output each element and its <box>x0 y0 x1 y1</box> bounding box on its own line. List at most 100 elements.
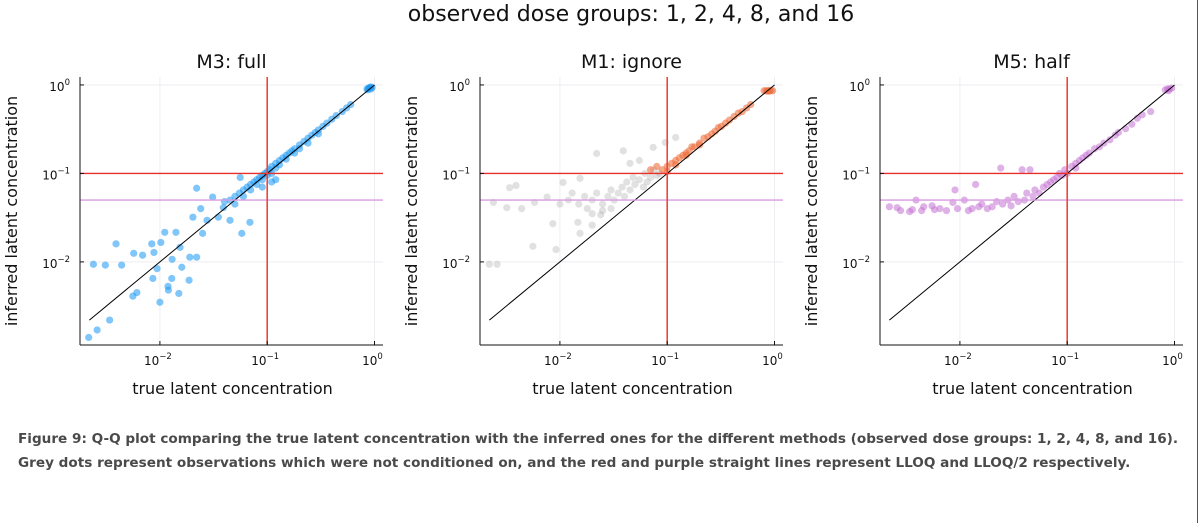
data-point <box>1023 189 1031 197</box>
identity-line <box>489 84 775 321</box>
x-axis-label: true latent concentration <box>132 379 333 398</box>
identity-line <box>89 84 375 321</box>
data-point <box>1128 120 1136 128</box>
x-axis-label: true latent concentration <box>932 379 1133 398</box>
data-point <box>1018 166 1026 174</box>
figure-caption: Figure 9: Q-Q plot comparing the true la… <box>18 431 1179 471</box>
data-point <box>920 203 928 211</box>
y-tick-label: 10−1 <box>42 166 70 182</box>
subplot-3: M5: half 10−2 10−1 100 10−2 10−1 100 true laten… <box>802 51 1183 398</box>
data-point <box>593 149 601 158</box>
data-point <box>575 200 583 208</box>
data-point <box>282 155 290 163</box>
data-point <box>272 176 280 184</box>
data-point <box>197 205 205 213</box>
y-tick-exponent: 0 <box>465 78 470 88</box>
data-point <box>231 200 239 208</box>
data-point <box>649 143 657 151</box>
y-tick-label: 100 <box>449 78 470 94</box>
data-point <box>503 204 511 212</box>
data-point <box>574 218 582 226</box>
x-tick-exponent: 0 <box>777 352 782 362</box>
data-point <box>672 133 680 142</box>
x-tick-exponent: −2 <box>559 352 572 362</box>
data-point <box>614 189 622 197</box>
data-point <box>85 333 93 342</box>
x-tick-exponent: −2 <box>959 352 972 362</box>
data-point <box>506 184 514 192</box>
data-point <box>172 228 180 236</box>
data-point <box>1029 192 1037 200</box>
data-point <box>695 141 704 149</box>
data-point <box>89 260 98 268</box>
series-1 <box>85 83 376 342</box>
data-point <box>629 173 637 182</box>
data-point <box>626 186 634 194</box>
data-point <box>968 205 976 213</box>
y-axis-label: inferred latent concentration <box>802 96 821 326</box>
data-point <box>239 192 248 200</box>
data-point <box>150 248 158 257</box>
data-point <box>149 274 157 283</box>
y-tick-exponent: −2 <box>57 255 70 265</box>
data-point <box>543 193 551 201</box>
data-point <box>988 203 996 211</box>
data-point <box>164 286 173 294</box>
data-point <box>186 253 194 261</box>
data-point <box>139 251 147 259</box>
data-point <box>635 176 643 184</box>
data-point <box>1147 107 1155 116</box>
window-edge <box>1197 0 1198 523</box>
subplot-title: M3: full <box>196 51 266 73</box>
subplot-1: M3: full 10−2 10−1 100 10−2 10−1 100 true laten… <box>2 51 383 398</box>
data-point <box>588 221 596 229</box>
data-point <box>493 260 501 268</box>
x-tick-label: 10−1 <box>1051 352 1079 368</box>
x-tick-exponent: −1 <box>267 352 280 362</box>
data-point <box>604 192 612 200</box>
x-tick-label: 100 <box>1162 352 1183 368</box>
data-point <box>953 205 962 213</box>
data-point <box>1072 164 1080 172</box>
y-tick-label: 100 <box>849 78 870 94</box>
data-point <box>549 220 557 228</box>
data-point <box>176 243 184 251</box>
data-point <box>1026 166 1034 174</box>
data-point <box>529 242 537 250</box>
data-point <box>607 186 615 194</box>
data-point <box>908 206 916 214</box>
qq-plot-figure: observed dose groups: 1, 2, 4, 8, and 16… <box>2 2 1183 398</box>
data-point <box>646 173 655 182</box>
data-point <box>106 316 114 324</box>
x-tick-label: 100 <box>762 352 783 368</box>
y-tick-label: 10−1 <box>442 166 470 182</box>
data-point <box>226 216 234 224</box>
data-point <box>157 238 165 247</box>
data-point <box>1121 125 1130 133</box>
subplot-title: M5: half <box>993 51 1071 73</box>
data-point <box>599 200 607 208</box>
y-tick-label: 10−2 <box>42 255 70 271</box>
x-tick-exponent: 0 <box>377 352 382 362</box>
y-tick-exponent: −1 <box>857 166 870 176</box>
x-axis-label: true latent concentration <box>532 379 733 398</box>
data-point <box>512 181 520 190</box>
data-point <box>518 205 526 213</box>
y-tick-label: 10−1 <box>842 166 870 182</box>
data-point <box>1114 128 1123 137</box>
data-point <box>951 186 959 194</box>
data-point <box>978 200 986 208</box>
data-point <box>189 213 197 221</box>
data-point <box>130 249 138 257</box>
data-point <box>485 260 493 268</box>
data-point <box>765 87 774 95</box>
data-point <box>367 85 375 93</box>
data-point <box>118 261 126 269</box>
data-point <box>620 192 629 200</box>
data-point <box>1014 198 1022 206</box>
data-point <box>885 203 893 211</box>
y-tick-exponent: 0 <box>865 78 870 88</box>
data-point <box>672 161 680 169</box>
x-tick-label: 10−2 <box>944 352 972 368</box>
data-point <box>112 240 120 248</box>
